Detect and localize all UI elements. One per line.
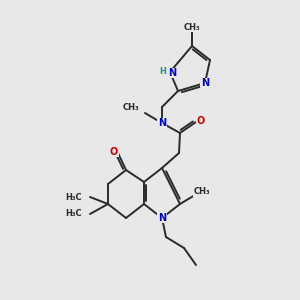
Text: CH₃: CH₃	[122, 103, 139, 112]
Text: H₃C: H₃C	[65, 193, 82, 202]
Text: N: N	[168, 68, 176, 78]
Text: N: N	[158, 118, 166, 128]
Text: O: O	[110, 147, 118, 157]
Text: O: O	[197, 116, 205, 126]
Text: H: H	[159, 68, 166, 76]
Text: N: N	[158, 213, 166, 223]
Text: H₃C: H₃C	[65, 209, 82, 218]
Text: CH₃: CH₃	[194, 188, 210, 196]
Text: CH₃: CH₃	[184, 22, 200, 32]
Text: N: N	[201, 78, 209, 88]
